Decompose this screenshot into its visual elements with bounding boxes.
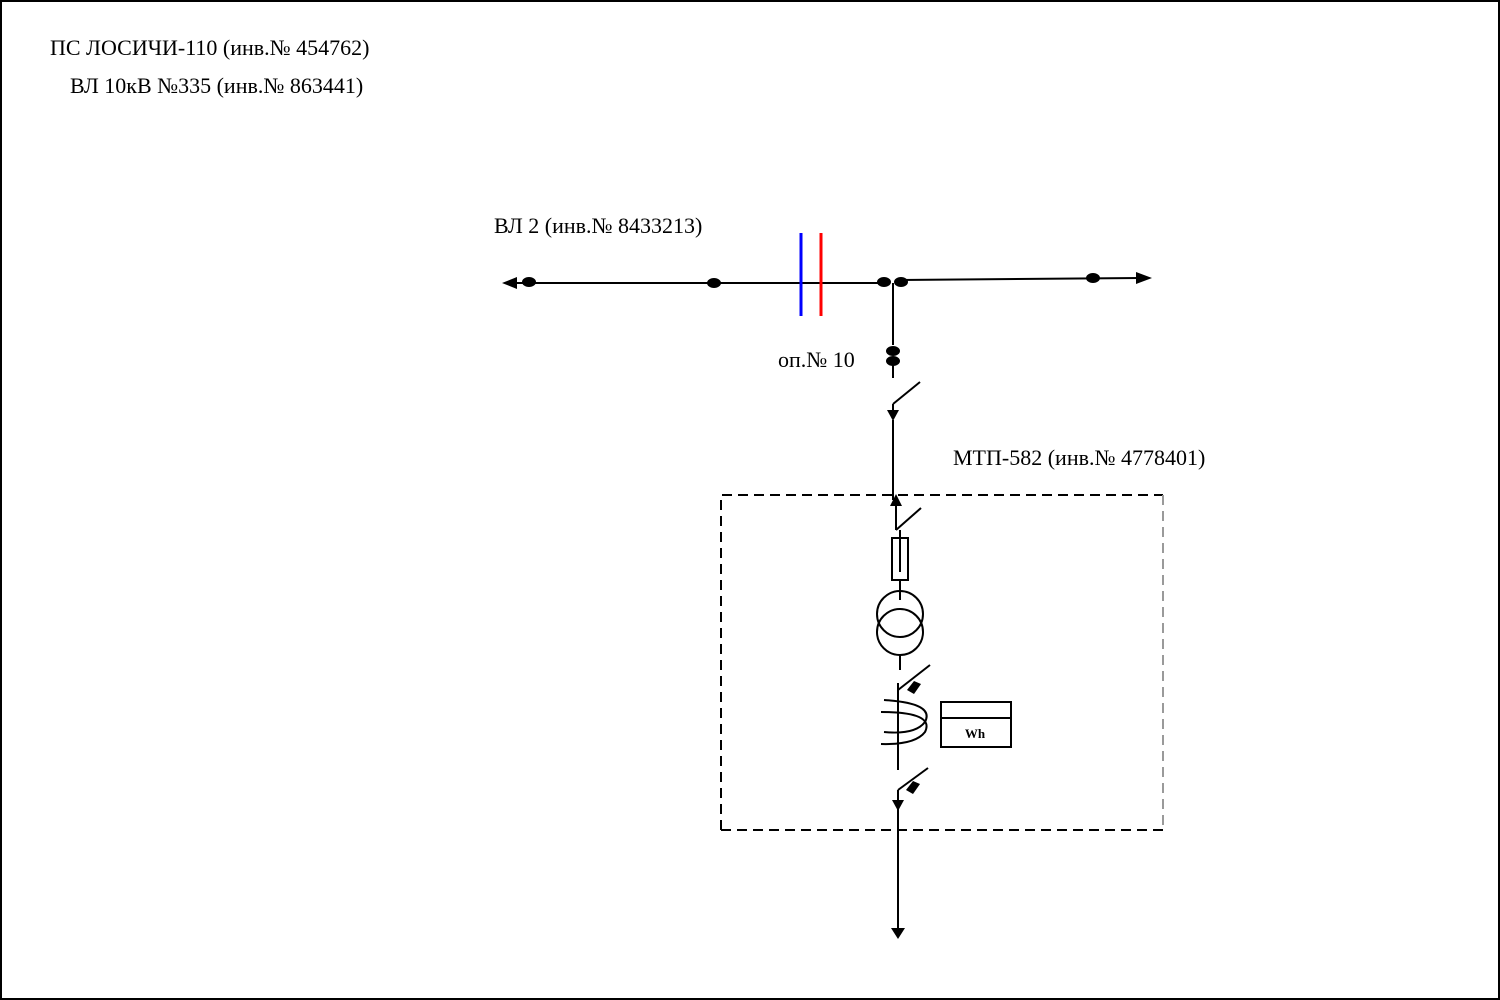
- node-dot: [877, 277, 891, 287]
- meter-label: Wh: [965, 726, 986, 741]
- node-dot: [1086, 273, 1100, 283]
- node-dot: [894, 277, 908, 287]
- breaker-1-blade: [897, 664, 931, 691]
- node-dot: [707, 278, 721, 288]
- disconnector-blade: [892, 381, 921, 405]
- pole-label: оп.№ 10: [778, 347, 855, 372]
- transformer-winding-2: [876, 608, 924, 656]
- pole-dot-upper: [886, 346, 900, 356]
- current-transformer-coil-2: [880, 711, 928, 746]
- mtp-enclosure-dashed: [720, 494, 1163, 830]
- mtp-label: МТП-582 (инв.№ 4778401): [953, 445, 1206, 470]
- mtp-input-arrow-up: [890, 494, 902, 506]
- line-label: ВЛ 2 (инв.№ 8433213): [494, 213, 703, 238]
- line-arrow-right: [1136, 272, 1152, 284]
- mtp-output-arrow-down: [892, 800, 904, 811]
- branch-arrow-down: [887, 410, 899, 421]
- pole-dot-lower: [886, 356, 900, 366]
- line-arrow-left: [502, 277, 517, 289]
- feeder-title: ВЛ 10кВ №335 (инв.№ 863441): [70, 73, 364, 98]
- transformer-winding-1: [876, 590, 924, 638]
- substation-title: ПС ЛОСИЧИ-110 (инв.№ 454762): [50, 35, 370, 60]
- breaker-2-blade: [897, 767, 929, 791]
- breaker-2-mark: [906, 781, 920, 794]
- breaker-1-mark: [907, 681, 921, 694]
- node-dot: [522, 277, 536, 287]
- current-transformer-coil-1: [883, 699, 928, 734]
- meter-box: [940, 701, 1012, 748]
- overhead-line-right: [899, 277, 1141, 281]
- feeder-end-arrow-down: [891, 928, 905, 939]
- mtp-input-switch-blade: [895, 507, 922, 531]
